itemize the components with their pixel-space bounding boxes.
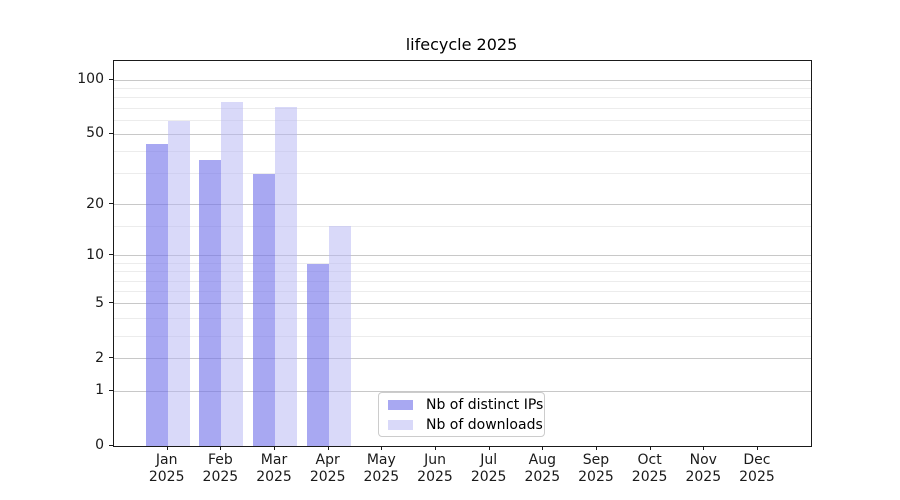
x-tick-label-jul: Jul 2025 (470, 452, 507, 485)
legend-item-downloads: Nb of downloads (388, 417, 544, 433)
x-tick-mark (435, 446, 436, 450)
y-tick-mark (109, 389, 113, 391)
x-tick-mark (274, 446, 276, 450)
x-tick-label-apr: Apr 2025 (309, 452, 346, 485)
gridline-minor (114, 271, 811, 273)
bar-distinct-ips-feb (199, 159, 222, 446)
gridline-major (114, 390, 811, 392)
bar-downloads-mar (275, 107, 298, 446)
gridline-major (114, 204, 811, 206)
gridline-major (114, 303, 811, 305)
y-tick-label: 1 (95, 382, 104, 399)
gridline-minor (114, 107, 811, 109)
bar-distinct-ips-mar (253, 173, 276, 446)
bar-distinct-ips-apr (306, 263, 329, 446)
bar-downloads-apr (328, 226, 351, 446)
bar-distinct-ips-jan (145, 144, 168, 446)
gridline-minor (114, 119, 811, 121)
plot-area (113, 60, 812, 447)
gridline-minor (114, 225, 811, 227)
x-tick-mark (220, 446, 222, 450)
y-tick-mark (109, 444, 113, 446)
gridline-minor (114, 87, 811, 89)
y-tick-label: 5 (95, 294, 104, 311)
y-tick-label: 100 (77, 71, 104, 88)
y-tick-mark (109, 254, 113, 256)
x-tick-label-oct: Oct 2025 (631, 452, 668, 485)
y-tick-mark (109, 78, 113, 80)
x-tick-label-jan: Jan 2025 (148, 452, 185, 485)
y-tick-label: 0 (95, 437, 104, 453)
gridline-major (114, 255, 811, 257)
gridline-major (114, 79, 811, 81)
gridline-minor (114, 335, 811, 337)
y-tick-mark (109, 203, 113, 205)
x-tick-label-may: May 2025 (363, 452, 400, 485)
x-tick-label-feb: Feb 2025 (202, 452, 239, 485)
x-tick-mark (542, 446, 544, 450)
x-tick-label-dec: Dec 2025 (739, 452, 775, 485)
y-tick-label: 50 (86, 125, 104, 142)
x-tick-mark (649, 446, 651, 450)
gridline-minor (114, 291, 811, 293)
legend-swatch-distinct-ips (388, 399, 413, 410)
bar-downloads-jan (167, 121, 190, 446)
legend: Nb of distinct IPs Nb of downloads (378, 392, 545, 437)
x-tick-label-mar: Mar 2025 (256, 452, 292, 485)
x-tick-label-nov: Nov 2025 (685, 452, 722, 485)
x-tick-label-jun: Jun 2025 (417, 452, 453, 485)
legend-label-distinct-ips: Nb of distinct IPs (426, 396, 544, 413)
y-tick-mark (109, 132, 113, 134)
y-tick-label: 2 (95, 349, 104, 366)
bar-downloads-feb (221, 101, 244, 446)
y-tick-mark (109, 302, 113, 304)
y-tick-mark (109, 357, 113, 359)
x-tick-mark (703, 446, 705, 450)
legend-label-downloads: Nb of downloads (426, 416, 543, 433)
y-tick-label: 10 (86, 246, 104, 263)
y-tick-label: 20 (86, 195, 104, 212)
gridline-major (114, 133, 811, 135)
gridline-minor (114, 263, 811, 264)
x-tick-label-sep: Sep 2025 (578, 452, 614, 485)
x-tick-mark (166, 446, 168, 450)
x-tick-mark (595, 446, 597, 450)
x-tick-mark (381, 446, 383, 450)
gridline-minor (114, 97, 811, 99)
x-tick-mark (327, 446, 329, 450)
legend-swatch-downloads (388, 419, 413, 430)
x-tick-mark (756, 446, 758, 450)
gridline-minor (114, 173, 811, 175)
gridline-minor (114, 317, 811, 319)
gridline-minor (114, 280, 811, 282)
gridline-minor (114, 151, 811, 153)
chart-title: lifecycle 2025 (405, 35, 518, 54)
legend-item-distinct-ips: Nb of distinct IPs (388, 397, 544, 413)
x-tick-mark (488, 446, 490, 450)
gridline-major (114, 358, 811, 360)
x-tick-label-aug: Aug 2025 (524, 452, 561, 485)
